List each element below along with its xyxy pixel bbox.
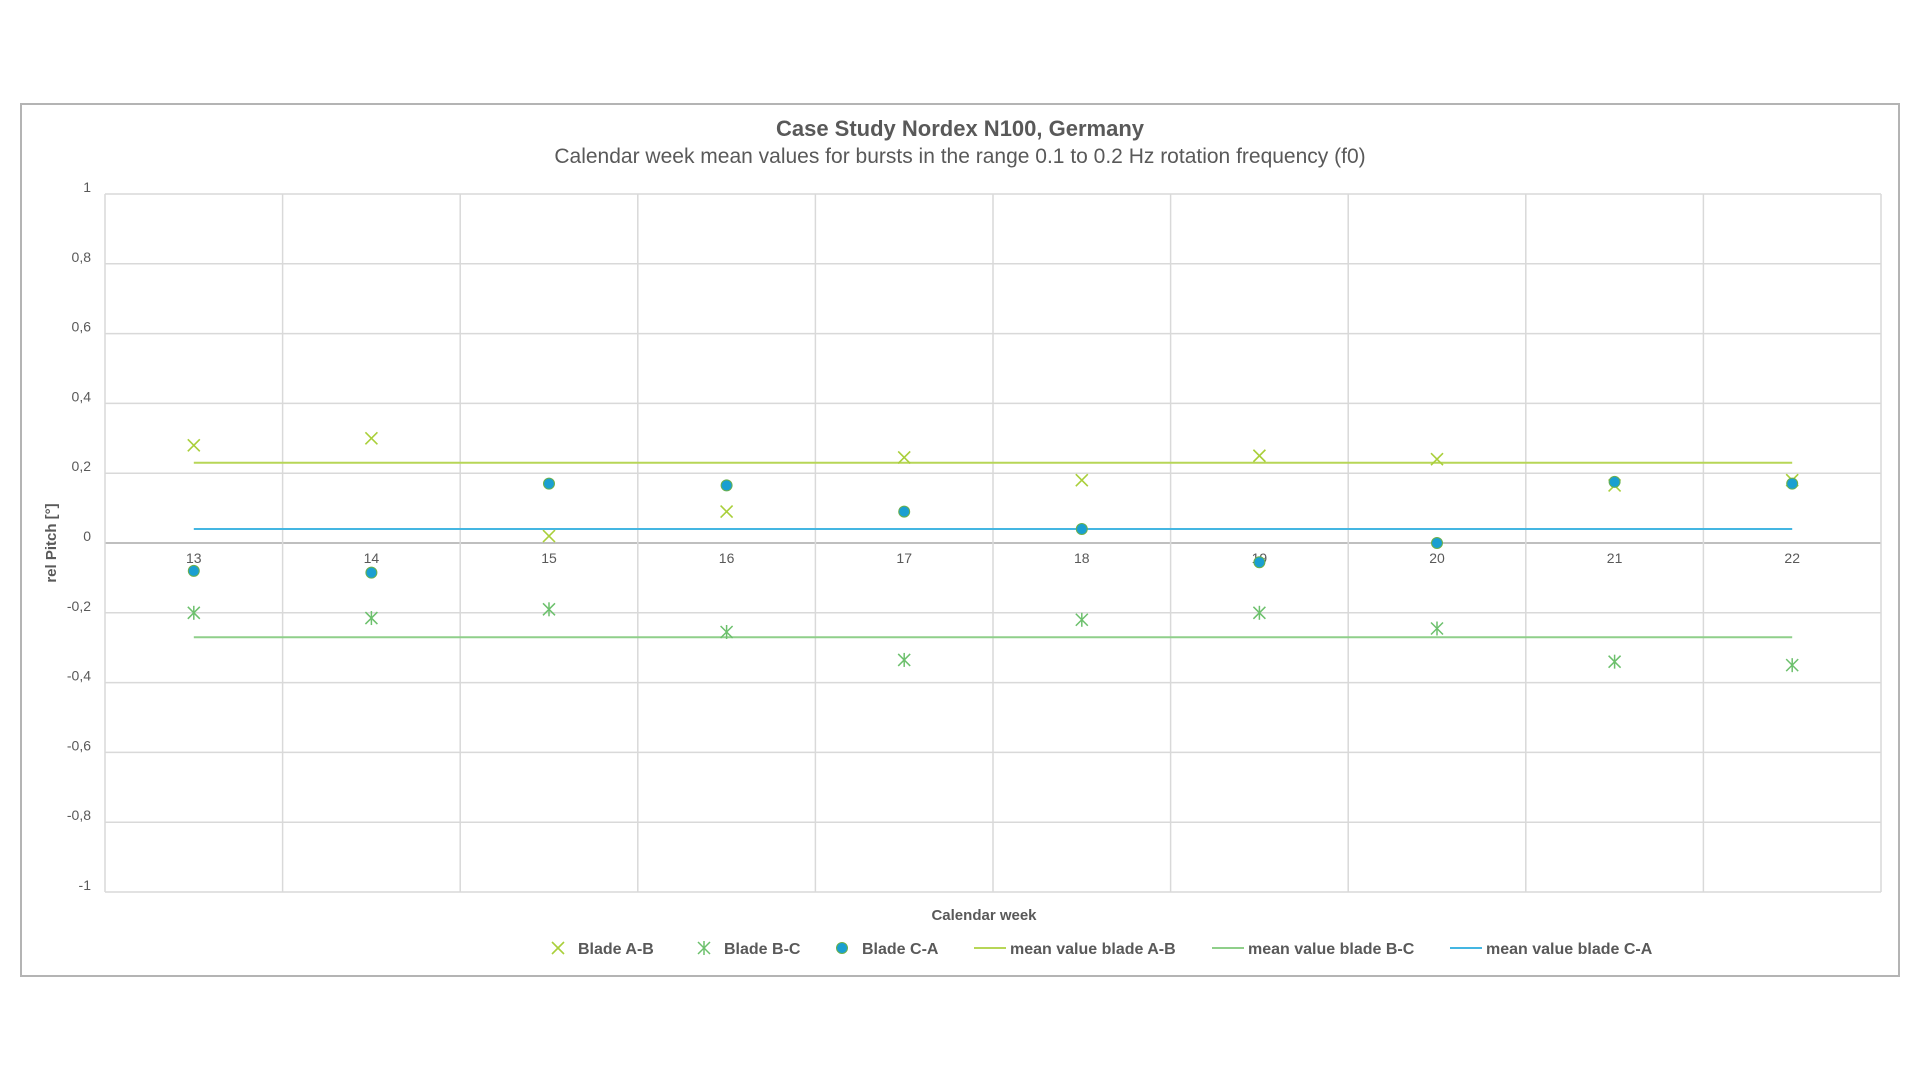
data-point: [542, 602, 556, 617]
legend-item: mean value blade B-C: [1212, 941, 1415, 958]
plot-grid: [104, 193, 1882, 893]
y-tick-label: -0,6: [67, 737, 91, 753]
data-point: [897, 652, 911, 667]
legend-label: Blade B-C: [724, 941, 801, 958]
chart-title: Case Study Nordex N100, Germany: [776, 116, 1145, 141]
data-point: [364, 611, 378, 626]
x-tick-label: 17: [896, 550, 912, 566]
legend-item: Blade B-C: [697, 941, 801, 958]
legend-marker-icon: [836, 942, 848, 954]
data-point: [1252, 449, 1266, 463]
legend-marker-icon: [551, 941, 565, 955]
data-point: [897, 450, 911, 465]
data-point: [1785, 658, 1799, 673]
data-point: [720, 479, 733, 492]
y-tick-label: 0,8: [72, 249, 92, 265]
x-tick-label: 21: [1607, 550, 1623, 566]
legend-item: mean value blade C-A: [1450, 941, 1653, 958]
y-axis-ticks: 1 0,8 0,6 0,4 0,2 0 -0,2 -0,4 -0,6 -0,8 -1: [67, 179, 91, 893]
data-point: [364, 431, 378, 445]
x-tick-label: 20: [1429, 550, 1445, 566]
y-tick-label: -0,2: [67, 598, 91, 614]
data-point: [187, 605, 201, 620]
legend-marker-icon: [697, 941, 711, 955]
x-tick-label: 13: [186, 550, 202, 566]
data-point: [720, 505, 734, 519]
y-tick-label: 0,2: [72, 458, 92, 474]
chart-legend: Blade A-B Blade B-C Blade C-A mean value bl…: [551, 941, 1653, 958]
data-point: [1786, 477, 1799, 490]
data-point: [543, 477, 555, 490]
data-point: [1075, 612, 1089, 627]
x-tick-label: 22: [1784, 550, 1800, 566]
legend-item: Blade C-A: [836, 941, 939, 958]
y-tick-label: -0,4: [67, 668, 91, 684]
y-tick-label: 0: [83, 528, 91, 544]
data-point: [1075, 473, 1089, 487]
data-point: [1075, 523, 1088, 536]
x-tick-label: 18: [1074, 550, 1090, 566]
y-tick-label: -1: [79, 877, 92, 893]
x-tick-label: 16: [719, 550, 735, 566]
legend-label: Blade A-B: [578, 941, 654, 958]
data-point: [1430, 621, 1444, 636]
data-point: [1253, 556, 1266, 569]
legend-label: Blade C-A: [862, 941, 939, 958]
legend-item: mean value blade A-B: [974, 941, 1176, 958]
data-point: [542, 529, 556, 543]
data-point: [1608, 475, 1621, 488]
legend-item: Blade A-B: [551, 941, 654, 958]
legend-label: mean value blade A-B: [1010, 941, 1176, 958]
data-point: [1608, 654, 1622, 669]
data-point: [187, 564, 200, 577]
y-tick-label: 0,6: [72, 319, 92, 335]
y-tick-label: 1: [83, 179, 91, 195]
data-point: [1252, 605, 1266, 620]
y-tick-label: -0,8: [67, 807, 91, 823]
y-tick-label: 0,4: [72, 388, 92, 404]
data-point: [1430, 452, 1444, 466]
data-point: [720, 624, 734, 639]
chart-frame: [20, 103, 1900, 977]
y-axis-title: rel Pitch [°]: [43, 503, 60, 582]
plot-series: [187, 431, 1799, 673]
x-tick-label: 14: [364, 550, 380, 566]
legend-label: mean value blade B-C: [1248, 941, 1415, 958]
data-point: [365, 566, 378, 579]
legend-label: mean value blade C-A: [1486, 941, 1653, 958]
x-tick-label: 15: [541, 550, 557, 566]
x-axis-title: Calendar week: [931, 907, 1037, 924]
data-point: [187, 438, 201, 452]
data-point: [898, 505, 911, 518]
chart-subtitle: Calendar week mean values for bursts in …: [554, 145, 1365, 168]
data-point: [1431, 537, 1443, 549]
